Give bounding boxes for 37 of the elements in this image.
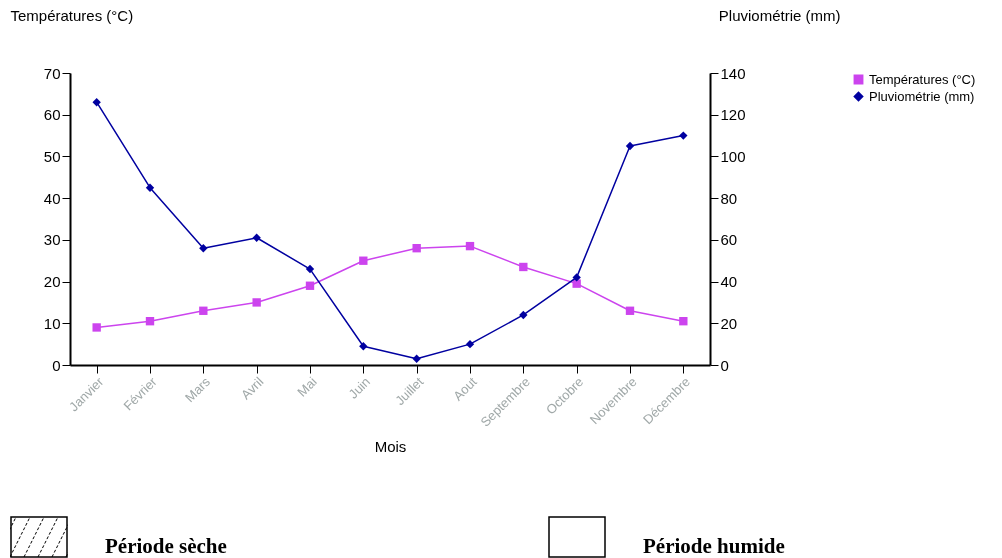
point [465, 339, 475, 349]
x-tick-label: Juin [345, 374, 374, 402]
point [305, 264, 315, 274]
y2-axis-title: Pluviométrie (mm) [718, 6, 841, 24]
y2-tick-label: 20 [720, 314, 738, 332]
y-tick-label: 50 [43, 147, 61, 165]
y2-tick-label: 100 [720, 147, 746, 165]
point [412, 354, 421, 363]
point [519, 310, 528, 320]
point [625, 141, 635, 151]
point [572, 273, 581, 282]
point [199, 244, 208, 253]
y-tick-label: 0 [52, 356, 61, 374]
point [359, 342, 368, 351]
legend-label: Températures (°C) [869, 71, 976, 87]
y2-tick-label: 120 [720, 106, 746, 124]
y2-tick-label: 60 [720, 231, 738, 249]
y2-tick-label: 80 [720, 189, 738, 207]
y2-tick-label: 40 [720, 273, 738, 291]
y-tick-label: 20 [43, 273, 61, 291]
y-tick-label: 30 [43, 231, 61, 249]
point [145, 183, 155, 192]
x-tick-label: Mai [294, 374, 320, 400]
y-tick-label: 10 [43, 314, 61, 332]
point [679, 131, 688, 140]
y-tick-label: 40 [43, 189, 61, 207]
point [92, 98, 101, 107]
y-tick-label: 60 [43, 106, 61, 124]
point [252, 233, 261, 242]
y-tick-label: 70 [43, 64, 61, 82]
text: Période sèche [105, 534, 227, 558]
y2-tick-label: 0 [720, 356, 729, 374]
text: Période humide [643, 534, 785, 558]
x-axis-title: Mois [374, 437, 407, 455]
y2-tick-label: 140 [720, 64, 746, 82]
legend-label: Pluviométrie (mm) [869, 88, 975, 104]
y-axis-title: Températures (°C) [10, 6, 134, 24]
